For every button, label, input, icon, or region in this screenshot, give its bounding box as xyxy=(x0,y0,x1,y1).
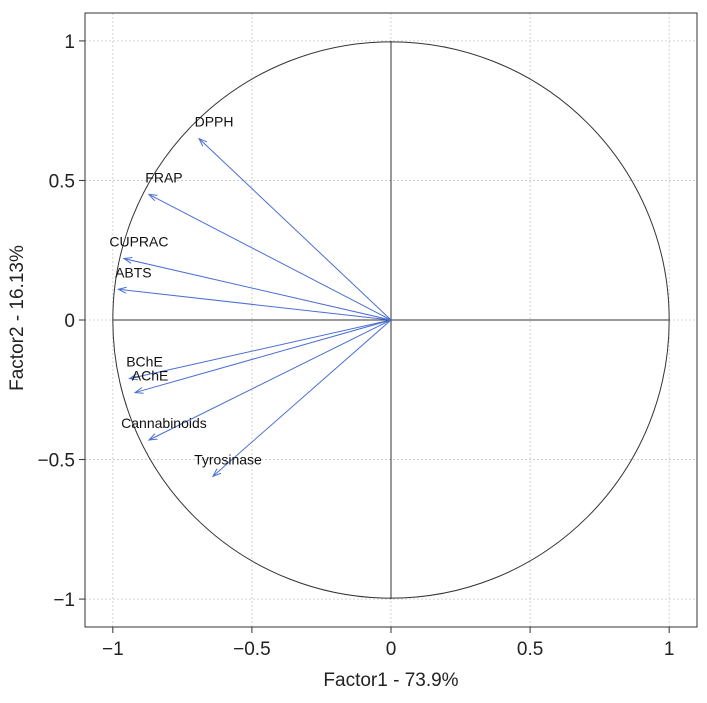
arrow-frap xyxy=(148,193,392,321)
label-cannabinoids: Cannabinoids xyxy=(121,415,207,431)
y-tick-label: −0.5 xyxy=(37,451,75,472)
arrowhead-ache xyxy=(133,387,144,394)
y-tick-label: 0.5 xyxy=(49,171,75,192)
arrowhead-cannabinoids xyxy=(147,433,158,441)
arrowhead-frap xyxy=(147,193,158,202)
x-axis-title: Factor1 - 73.9% xyxy=(323,670,458,691)
x-tick-label: 0 xyxy=(386,639,397,660)
label-frap: FRAP xyxy=(145,169,182,185)
label-tyrosinase: Tyrosinase xyxy=(194,451,262,467)
arrow-cuprac xyxy=(123,258,392,321)
label-ache: AChE xyxy=(132,368,169,384)
label-cuprac: CUPRAC xyxy=(109,234,168,250)
arrow-cannabinoids xyxy=(148,319,392,441)
label-dpph: DPPH xyxy=(195,114,234,130)
label-bche: BChE xyxy=(126,354,163,370)
variable-arrows xyxy=(116,137,392,478)
y-tick-label: 1 xyxy=(64,32,75,53)
x-tick-label: 0.5 xyxy=(517,639,543,660)
arrowhead-dpph xyxy=(198,137,208,147)
arrowhead-cuprac xyxy=(122,256,133,264)
arrowhead-bche xyxy=(128,373,139,381)
label-abts: ABTS xyxy=(115,264,152,280)
arrowhead-tyrosinase xyxy=(211,468,222,478)
arrowhead-abts xyxy=(116,286,127,294)
arrow-tyrosinase xyxy=(212,319,392,477)
arrow-bche xyxy=(129,319,392,380)
arrow-abts xyxy=(118,288,392,321)
arrow-ache xyxy=(134,319,392,394)
x-tick-label: −1 xyxy=(102,639,124,660)
arrow-dpph xyxy=(198,138,392,321)
y-axis-title: Factor2 - 16.13% xyxy=(7,245,28,391)
y-tick-label: −1 xyxy=(53,590,75,611)
x-tick-label: 1 xyxy=(664,639,675,660)
x-tick-label: −0.5 xyxy=(233,639,271,660)
y-tick-label: 0 xyxy=(64,311,75,332)
axis-ticks: −1 −0.5 0 0.5 1 −1 −0.5 0 0.5 1 xyxy=(37,32,674,660)
